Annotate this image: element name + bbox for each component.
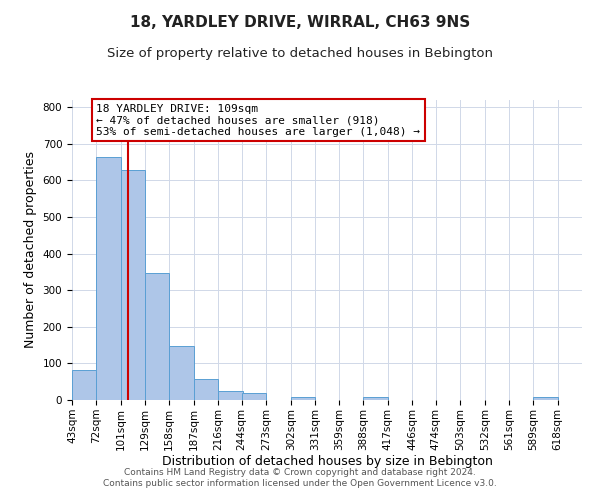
Bar — [194, 379, 218, 400]
Bar — [97, 156, 121, 400]
Bar — [145, 272, 169, 400]
Text: Contains HM Land Registry data © Crown copyright and database right 2024.
Contai: Contains HM Land Registry data © Crown c… — [103, 468, 497, 487]
Bar — [218, 391, 242, 400]
Bar — [290, 397, 315, 400]
Bar — [364, 397, 388, 400]
Text: 18 YARDLEY DRIVE: 109sqm
← 47% of detached houses are smaller (918)
53% of semi-: 18 YARDLEY DRIVE: 109sqm ← 47% of detach… — [97, 104, 421, 137]
Bar — [121, 170, 145, 400]
Bar — [169, 346, 194, 400]
Text: 18, YARDLEY DRIVE, WIRRAL, CH63 9NS: 18, YARDLEY DRIVE, WIRRAL, CH63 9NS — [130, 15, 470, 30]
Bar — [533, 397, 557, 400]
X-axis label: Distribution of detached houses by size in Bebington: Distribution of detached houses by size … — [161, 456, 493, 468]
Text: Size of property relative to detached houses in Bebington: Size of property relative to detached ho… — [107, 48, 493, 60]
Bar — [242, 394, 266, 400]
Bar — [72, 370, 97, 400]
Y-axis label: Number of detached properties: Number of detached properties — [24, 152, 37, 348]
